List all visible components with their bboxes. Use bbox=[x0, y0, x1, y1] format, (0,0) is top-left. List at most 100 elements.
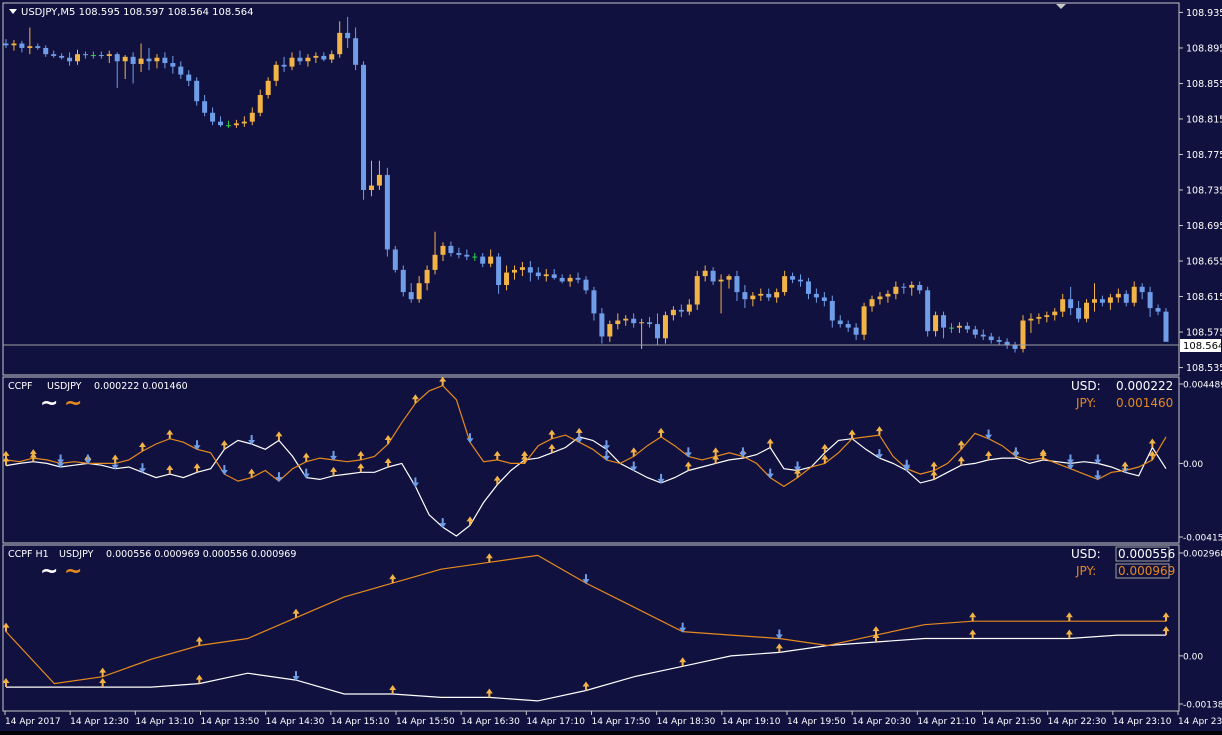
candle-body bbox=[727, 276, 732, 280]
axis-tick-label: 0.002968 bbox=[1183, 550, 1222, 560]
candle-body bbox=[862, 306, 867, 334]
candle-body bbox=[290, 58, 295, 67]
ccpf-m5-values: 0.000222 0.001460 bbox=[94, 381, 188, 392]
candle-body bbox=[178, 67, 183, 75]
candle-body bbox=[274, 65, 279, 81]
candle-body bbox=[671, 310, 676, 315]
candle-body bbox=[1124, 294, 1129, 303]
candle-body bbox=[464, 255, 469, 257]
candle-body bbox=[115, 54, 120, 61]
candle-body bbox=[496, 257, 501, 285]
candle-body bbox=[854, 328, 859, 335]
candle-body bbox=[154, 58, 159, 62]
candle-body bbox=[965, 326, 970, 330]
candle-body bbox=[1164, 312, 1169, 342]
candle-body bbox=[870, 299, 875, 306]
candle-body bbox=[591, 290, 596, 313]
candle-body bbox=[512, 270, 517, 273]
candle-body bbox=[917, 285, 922, 290]
candle-body bbox=[560, 278, 565, 282]
price-tick-label: 108.695 bbox=[1186, 221, 1222, 232]
ccpf-m5-name: CCPF bbox=[8, 381, 32, 392]
candle-body bbox=[576, 278, 581, 280]
candle-body bbox=[329, 54, 334, 59]
candle-body bbox=[909, 285, 914, 288]
usd-legend-label: USD: bbox=[1071, 379, 1101, 393]
candle-body bbox=[989, 336, 994, 340]
time-tick-label: 14 Apr 13:50 bbox=[201, 717, 260, 727]
time-tick-label: 14 Apr 13:10 bbox=[135, 717, 194, 727]
candle-body bbox=[226, 125, 231, 126]
usd-legend-label: USD: bbox=[1071, 547, 1101, 561]
candle-body bbox=[1132, 287, 1137, 303]
candle-body bbox=[258, 95, 263, 113]
candle-body bbox=[1036, 317, 1041, 319]
candle-body bbox=[59, 56, 64, 58]
candle-body bbox=[536, 273, 541, 277]
jpy-wave-icon: ~ bbox=[64, 391, 82, 416]
candle-body bbox=[1076, 308, 1081, 319]
time-tick-label: 14 Apr 17:10 bbox=[526, 717, 585, 727]
candle-body bbox=[480, 257, 485, 264]
time-tick-label: 14 Apr 16:30 bbox=[461, 717, 520, 727]
candle-body bbox=[210, 113, 215, 122]
price-tick-label: 108.815 bbox=[1186, 114, 1222, 125]
candle-body bbox=[202, 101, 207, 113]
candle-body bbox=[599, 313, 604, 336]
time-tick-label: 14 Apr 15:10 bbox=[331, 717, 390, 727]
bid-price-label: 108.564 bbox=[1183, 341, 1222, 352]
candle-body bbox=[782, 276, 787, 292]
candle-body bbox=[504, 273, 509, 285]
time-tick-label: 14 Apr 18:30 bbox=[657, 717, 716, 727]
candle-body bbox=[123, 57, 128, 61]
candle-body bbox=[1068, 299, 1073, 308]
candle-body bbox=[409, 292, 414, 299]
price-tick-label: 108.775 bbox=[1186, 150, 1222, 161]
candle-body bbox=[552, 274, 557, 278]
candle-body bbox=[758, 294, 763, 296]
candle-body bbox=[345, 33, 350, 38]
candle-body bbox=[957, 326, 962, 328]
candle-body bbox=[687, 305, 692, 312]
candle-body bbox=[1092, 299, 1097, 303]
time-tick-label: 14 Apr 22:30 bbox=[1048, 717, 1107, 727]
price-tick-label: 108.935 bbox=[1186, 8, 1222, 19]
candle-body bbox=[631, 319, 636, 323]
candle-body bbox=[830, 301, 835, 321]
usd-wave-icon: ~ bbox=[40, 391, 58, 416]
candle-body bbox=[663, 315, 668, 338]
candle-body bbox=[822, 297, 827, 301]
time-tick-label: 14 Apr 19:10 bbox=[722, 717, 781, 727]
candle-body bbox=[218, 122, 223, 126]
candle-body bbox=[194, 81, 199, 101]
candle-body bbox=[242, 122, 247, 124]
candle-body bbox=[313, 56, 318, 58]
candle-body bbox=[337, 33, 342, 54]
candle-body bbox=[615, 321, 620, 325]
candle-body bbox=[607, 324, 612, 336]
price-tick-label: 108.655 bbox=[1186, 257, 1222, 268]
candle-body bbox=[941, 315, 946, 327]
candle-body bbox=[448, 246, 453, 253]
candle-body bbox=[981, 335, 986, 337]
price-tick-label: 108.735 bbox=[1186, 186, 1222, 197]
candle-body bbox=[19, 44, 24, 48]
time-tick-label: 14 Apr 21:10 bbox=[917, 717, 976, 727]
candle-body bbox=[925, 290, 930, 331]
candle-body bbox=[1108, 297, 1113, 302]
candle-body bbox=[655, 324, 660, 338]
candle-body bbox=[1116, 294, 1121, 298]
candle-body bbox=[51, 54, 56, 56]
price-tick-label: 108.855 bbox=[1186, 79, 1222, 90]
candle-body bbox=[806, 281, 811, 293]
candle-body bbox=[353, 38, 358, 65]
candle-body bbox=[107, 54, 112, 56]
candle-body bbox=[1100, 299, 1105, 303]
candle-body bbox=[369, 186, 374, 190]
candle-body bbox=[901, 287, 906, 288]
axis-tick-label: -0.004157 bbox=[1183, 534, 1222, 544]
candle-body bbox=[997, 340, 1002, 342]
candle-body bbox=[305, 58, 310, 62]
